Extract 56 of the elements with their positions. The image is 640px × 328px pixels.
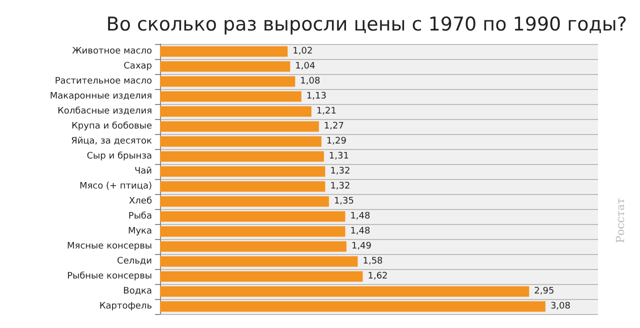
- data-label: 1,35: [334, 196, 354, 206]
- y-tick-label: Мясо (+ птица): [79, 182, 152, 192]
- bar: [160, 61, 290, 72]
- data-label: 1,13: [306, 92, 326, 102]
- data-label: 1,29: [326, 136, 347, 146]
- y-tick-label: Животное масло: [72, 46, 152, 56]
- bar: [160, 211, 346, 222]
- data-label: 3,08: [550, 302, 571, 312]
- bar: [160, 241, 346, 252]
- y-tick-label: Хлеб: [128, 196, 152, 206]
- text: Росстат: [614, 198, 627, 244]
- data-label: 1,32: [330, 182, 350, 192]
- y-tick-label: Мука: [128, 226, 152, 236]
- bar: [160, 76, 296, 87]
- bar: [160, 181, 326, 192]
- bar: [160, 121, 319, 132]
- y-tick-label: Сельди: [117, 256, 152, 266]
- bar: [160, 106, 312, 117]
- y-tick-label: Рыбные консервы: [67, 272, 152, 282]
- data-label: 1,04: [295, 62, 316, 72]
- bar: [160, 271, 363, 282]
- bar: [160, 136, 322, 147]
- data-label: 1,08: [300, 76, 320, 86]
- data-label: 1,02: [292, 46, 313, 56]
- y-tick-label: Растительное масло: [54, 76, 152, 86]
- data-label: 1,48: [350, 212, 371, 222]
- bar: [160, 301, 546, 312]
- y-tick-label: Колбасные изделия: [58, 106, 152, 116]
- y-tick-label: Крупа и бобовые: [72, 122, 152, 132]
- y-tick-label: Яйца, за десяток: [71, 136, 153, 146]
- data-label: 1,49: [351, 242, 372, 252]
- bar: [160, 91, 302, 102]
- bar: [160, 256, 358, 267]
- data-label: 1,58: [362, 256, 384, 266]
- bar: [160, 286, 530, 297]
- data-label: 1,32: [330, 166, 350, 176]
- chart-title: Во сколько раз выросли цены с 1970 по 1990 годы?: [106, 14, 627, 36]
- data-label: 1,31: [328, 152, 349, 162]
- y-tick-label: Сахар: [124, 62, 152, 72]
- data-label: 1,48: [350, 226, 371, 236]
- data-label: 1,27: [324, 122, 344, 132]
- data-label: 2,95: [534, 286, 554, 296]
- data-label: 1,62: [368, 272, 388, 282]
- data-label: 1,21: [316, 106, 336, 116]
- y-tick-label: Сыр и брынза: [86, 152, 152, 162]
- y-tick-label: Рыба: [128, 212, 152, 222]
- y-tick-label: Чай: [134, 166, 152, 176]
- bar: [160, 151, 324, 162]
- y-tick-label: Водка: [123, 286, 152, 296]
- bar: [160, 46, 288, 57]
- bar: [160, 196, 329, 207]
- y-tick-label: Мясные консервы: [67, 242, 152, 252]
- y-tick-label: Макаронные изделия: [50, 92, 152, 102]
- y-tick-label: Картофель: [99, 302, 152, 312]
- bar: [160, 226, 346, 237]
- bar: [160, 166, 326, 177]
